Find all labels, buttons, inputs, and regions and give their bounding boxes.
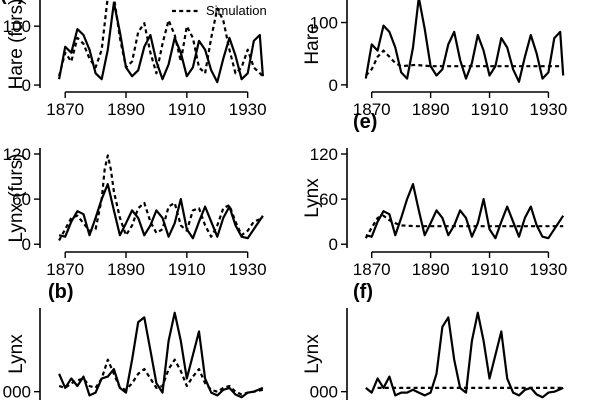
legend-sim-label: Simulation — [206, 3, 267, 18]
observation-series-line — [365, 311, 564, 399]
panel-label: (f) — [353, 281, 373, 303]
y-axis-label: Hare (furs) — [6, 0, 27, 89]
panel-c: 000 Lynx (c) — [0, 0, 264, 400]
y-tick-label: 0 — [329, 235, 338, 254]
y-tick-label: 0 — [329, 76, 338, 95]
legend: Simulation — [172, 3, 267, 18]
panel-label: (c) — [0, 0, 24, 5]
y-tick-label: 000 — [310, 383, 338, 400]
simulation-series-line — [365, 49, 564, 77]
x-tick-label: 1870 — [353, 100, 391, 119]
y-axis-label: Hare — [302, 23, 323, 64]
simulation-series-line — [58, 154, 264, 242]
panel-f: 000 Lynx (f) — [302, 281, 564, 400]
simulation-series-line — [364, 214, 564, 239]
y-axis-label: Lynx (furs) — [6, 153, 27, 242]
x-tick-label: 1870 — [353, 260, 391, 279]
y-tick-label: 0 — [22, 235, 31, 254]
y-tick-label: 120 — [3, 145, 31, 164]
simulation-series-line — [58, 0, 264, 77]
x-tick-label: 1930 — [530, 260, 568, 279]
observation-series-line — [58, 311, 264, 399]
x-tick-label: 1890 — [412, 260, 450, 279]
y-tick-label: 000 — [3, 383, 31, 400]
y-axis-label: Lynx — [302, 334, 323, 374]
x-tick-label: 1930 — [530, 100, 568, 119]
x-tick-label: 1870 — [46, 100, 84, 119]
x-tick-label: 1910 — [168, 260, 206, 279]
x-tick-label: 1930 — [229, 260, 267, 279]
x-tick-label: 1910 — [168, 100, 206, 119]
panel-label: (b) — [48, 281, 74, 303]
y-tick-label: 60 — [319, 190, 338, 209]
x-tick-label: 1890 — [107, 260, 145, 279]
panel-e: 0 60 120 Lynx 1870 1890 1910 1930 (e) — [302, 111, 567, 279]
x-tick-label: 1890 — [412, 100, 450, 119]
x-tick-label: 1890 — [107, 100, 145, 119]
y-tick-label: 100 — [310, 14, 338, 33]
y-tick-label: 100 — [3, 17, 31, 36]
observation-series-line — [58, 1, 264, 84]
panel-label: (e) — [353, 111, 377, 133]
y-axis-label: Lynx — [302, 178, 323, 218]
x-tick-label: 1910 — [471, 100, 509, 119]
observation-series-line — [365, 183, 565, 240]
x-tick-label: 1930 — [229, 100, 267, 119]
y-tick-label: 60 — [12, 190, 31, 209]
y-tick-label: 120 — [310, 145, 338, 164]
observation-series-line — [58, 183, 264, 240]
x-tick-label: 1870 — [46, 260, 84, 279]
x-tick-label: 1910 — [471, 260, 509, 279]
observation-series-line — [364, 0, 565, 83]
y-axis-label: Lynx — [6, 334, 27, 374]
y-tick-label: 0 — [22, 76, 31, 95]
simulation-series-line — [58, 358, 264, 396]
